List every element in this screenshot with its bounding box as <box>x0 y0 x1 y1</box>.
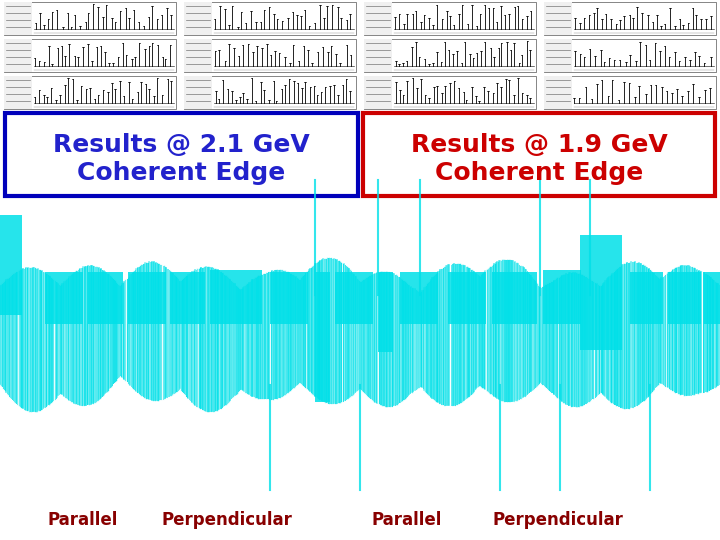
Text: Results @ 1.9 GeV: Results @ 1.9 GeV <box>410 132 667 157</box>
Bar <box>704 272 720 324</box>
Bar <box>184 76 212 109</box>
Bar <box>0 215 22 315</box>
Text: Results @ 2.1 GeV: Results @ 2.1 GeV <box>53 132 310 157</box>
Bar <box>184 39 212 72</box>
Bar <box>128 272 166 324</box>
Bar <box>4 76 176 109</box>
Bar <box>335 272 373 324</box>
Bar <box>544 2 572 35</box>
Text: Perpendicular: Perpendicular <box>161 511 292 529</box>
Bar <box>315 272 330 402</box>
Bar <box>4 2 176 35</box>
Text: Coherent Edge: Coherent Edge <box>77 161 286 185</box>
Text: Parallel: Parallel <box>48 511 118 529</box>
Bar <box>4 76 32 109</box>
Bar <box>4 2 32 35</box>
Bar <box>544 39 572 72</box>
Bar <box>668 272 701 324</box>
Bar <box>544 2 716 35</box>
Bar <box>364 2 536 35</box>
Bar <box>544 39 716 72</box>
Bar <box>544 76 716 109</box>
Bar <box>4 39 32 72</box>
Bar <box>184 2 356 35</box>
Text: Coherent Edge: Coherent Edge <box>435 161 643 185</box>
Bar <box>184 2 212 35</box>
Bar <box>184 76 356 109</box>
Bar <box>364 76 392 109</box>
Bar <box>378 272 393 352</box>
Bar <box>448 272 486 324</box>
Bar <box>400 272 438 324</box>
Bar <box>364 76 536 109</box>
Bar <box>170 272 205 324</box>
Bar <box>364 39 536 72</box>
Bar <box>88 272 123 324</box>
Bar <box>364 39 392 72</box>
Text: Parallel: Parallel <box>372 511 442 529</box>
Bar <box>5 113 358 196</box>
Bar <box>492 272 537 324</box>
Text: Perpendicular: Perpendicular <box>492 511 624 529</box>
Bar <box>544 76 572 109</box>
Bar <box>580 235 622 350</box>
Bar <box>210 270 262 324</box>
Bar <box>184 39 356 72</box>
Bar <box>270 272 308 324</box>
Bar <box>4 39 176 72</box>
Bar <box>363 113 715 196</box>
Bar <box>45 272 83 324</box>
Bar <box>364 2 392 35</box>
Bar <box>630 272 663 324</box>
Bar <box>543 270 581 324</box>
